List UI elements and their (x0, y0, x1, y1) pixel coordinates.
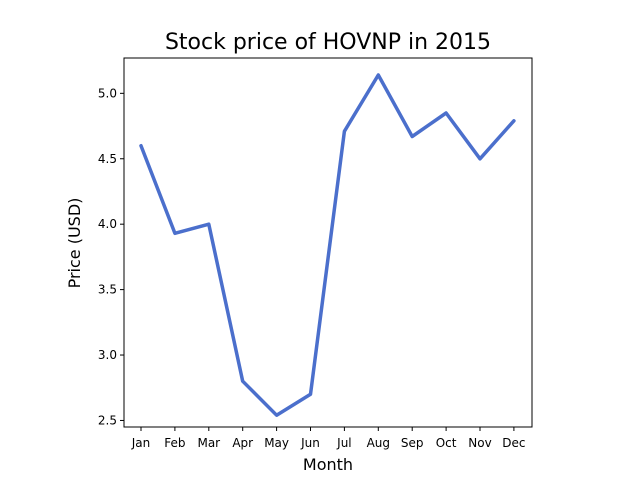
price-series-line (139, 73, 516, 417)
y-tick-label: 5.0 (98, 86, 117, 100)
x-tick-label: Jun (300, 436, 320, 450)
x-tick-label: Nov (468, 436, 491, 450)
plot-frame (123, 57, 533, 428)
x-axis-label: Month (303, 455, 353, 474)
x-tick-label: May (264, 436, 289, 450)
x-tick-label: Mar (197, 436, 220, 450)
x-tick-label: Jan (131, 436, 151, 450)
x-tick-label: Feb (164, 436, 185, 450)
y-tick-label: 4.5 (98, 152, 117, 166)
y-axis-label: Price (USD) (65, 198, 84, 289)
x-tick-label: Sep (401, 436, 424, 450)
x-tick-label: Jul (336, 436, 351, 450)
y-axis: 2.5 3.0 3.5 4.0 4.5 5.0 (98, 86, 124, 427)
y-tick-label: 4.0 (98, 217, 117, 231)
x-tick-label: Aug (367, 436, 390, 450)
y-tick-label: 3.0 (98, 348, 117, 362)
y-tick-label: 3.5 (98, 283, 117, 297)
x-axis: Jan Feb Mar Apr May Jun Jul Aug Sep Oct Nov Dec (131, 427, 526, 450)
x-tick-label: Apr (232, 436, 253, 450)
x-tick-label: Oct (436, 436, 457, 450)
y-tick-label: 2.5 (98, 413, 117, 427)
x-tick-label: Dec (502, 436, 525, 450)
chart-title: Stock price of HOVNP in 2015 (165, 30, 491, 55)
